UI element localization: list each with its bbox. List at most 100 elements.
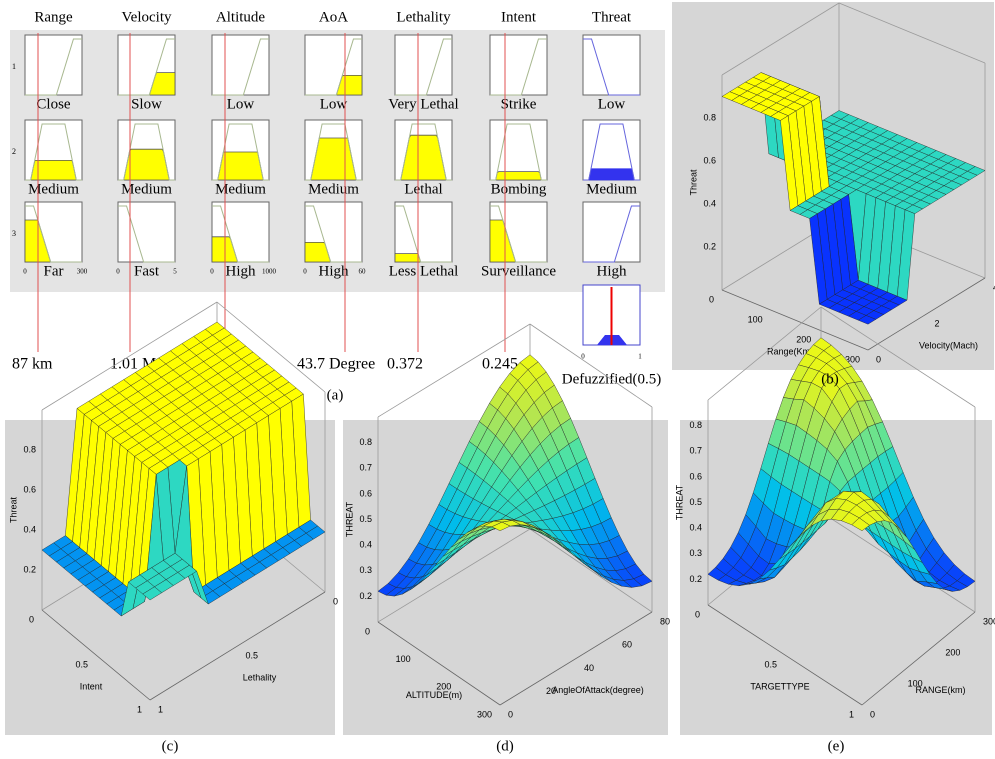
mf-curve xyxy=(583,38,640,96)
u-tick-label: 1 xyxy=(137,704,142,714)
mf-curve xyxy=(212,123,269,181)
u-tick-label: 200 xyxy=(796,334,811,344)
box-edge xyxy=(838,2,986,64)
surfaces: 0.20.40.60.8Threat0100200300Range(Km)024… xyxy=(8,2,995,719)
term-label: High xyxy=(226,263,257,279)
panel-a: 1 2 3 Range Close Medium Far 0 300 87 km Velocity S… xyxy=(12,9,661,387)
mf-box xyxy=(394,34,453,96)
term-label: High xyxy=(319,263,350,279)
v-tick-label: 0.5 xyxy=(246,650,259,660)
column-header: Range xyxy=(34,9,73,25)
z-tick-label: 0.5 xyxy=(689,497,702,507)
column-header: Lethality xyxy=(396,9,451,25)
term-label: Medium xyxy=(215,181,266,197)
surface-patch xyxy=(857,315,877,325)
z-tick-label: 0.2 xyxy=(689,574,702,584)
box-edge xyxy=(529,323,653,408)
box-edge xyxy=(820,306,976,408)
surface-patch xyxy=(142,586,163,601)
mf-curve xyxy=(305,123,362,181)
column-header: Altitude xyxy=(216,9,266,25)
range-min: 0 xyxy=(210,268,214,276)
z-tick-label: 0.8 xyxy=(23,444,36,454)
mf-box xyxy=(489,119,548,181)
z-tick-label: 0.4 xyxy=(689,523,702,533)
term-label: Strike xyxy=(501,96,537,112)
mf-curve xyxy=(118,123,175,181)
row-number: 3 xyxy=(12,229,16,238)
u-tick-label: 300 xyxy=(477,709,492,719)
mf-box xyxy=(211,34,270,96)
u-tick-label: 1 xyxy=(849,709,854,719)
z-tick-label: 0.6 xyxy=(703,155,716,165)
v-tick-label: 100 xyxy=(908,678,923,688)
v-tick-label: 20 xyxy=(546,686,556,696)
range-min: 0 xyxy=(303,268,307,276)
v-tick-label: 0 xyxy=(333,596,338,606)
z-tick-label: 0.8 xyxy=(703,112,716,122)
surface-patch xyxy=(851,517,870,531)
range-min: 0 xyxy=(23,268,27,276)
range-min: 0 xyxy=(116,268,120,276)
term-label: Fast xyxy=(134,263,160,279)
mf-curve xyxy=(490,205,547,263)
u-tick-label: 0 xyxy=(695,609,700,619)
z-tick-label: 0.6 xyxy=(689,471,702,481)
mf-box xyxy=(394,201,453,263)
input-value: 0.245 xyxy=(482,356,518,373)
term-label: Very Lethal xyxy=(388,96,458,112)
v-tick-label: 40 xyxy=(584,663,594,673)
z-tick-label: 0.6 xyxy=(23,484,36,494)
term-label: Lethal xyxy=(404,181,442,197)
z-tick-label: 0.4 xyxy=(703,198,716,208)
mf-curve xyxy=(395,123,452,181)
mf-curve xyxy=(583,205,640,263)
z-axis-label: Threat xyxy=(688,169,698,196)
range-max: 5 xyxy=(173,268,177,276)
term-label: Medium xyxy=(308,181,359,197)
z-tick-label: 0.7 xyxy=(689,446,702,456)
u-tick-label: 0.5 xyxy=(75,659,88,669)
mf-curve xyxy=(118,38,175,96)
mf-curve xyxy=(118,205,175,263)
input-value: 87 km xyxy=(12,356,53,373)
range-max: 1 xyxy=(638,353,642,361)
term-label: Close xyxy=(36,96,71,112)
z-tick-label: 0.2 xyxy=(703,241,716,251)
box-edge xyxy=(499,611,653,706)
z-tick-label: 0.3 xyxy=(689,548,702,558)
mf-curve xyxy=(395,38,452,96)
term-label: Less Lethal xyxy=(389,263,459,279)
box-edge xyxy=(377,323,531,418)
mf-fill xyxy=(490,171,547,181)
mf-curve xyxy=(212,38,269,96)
v-axis-label: AngleOfAttack(degree) xyxy=(552,685,644,695)
u-tick-label: 100 xyxy=(748,314,763,324)
box-edge xyxy=(149,591,326,701)
column-header: Intent xyxy=(501,9,537,25)
row-number: 2 xyxy=(12,147,16,156)
v-axis-label: Lethality xyxy=(243,672,277,682)
mf-box xyxy=(582,201,641,263)
v-axis-label: Velocity(Mach) xyxy=(919,340,978,350)
mf-box xyxy=(117,201,176,263)
term-label: Surveillance xyxy=(481,263,556,279)
u-axis-label: Intent xyxy=(80,681,103,691)
term-label: Bombing xyxy=(491,181,547,197)
z-tick-label: 0.6 xyxy=(359,488,372,498)
z-axis-label: THREAT xyxy=(344,501,354,537)
mf-curve xyxy=(490,123,547,181)
column-header: AoA xyxy=(319,9,348,25)
box-edge xyxy=(721,2,840,76)
column-header: Velocity xyxy=(122,9,172,25)
box-edge xyxy=(377,621,501,706)
v-tick-label: 4 xyxy=(993,282,995,292)
box-edge xyxy=(377,528,531,623)
v-tick-label: 200 xyxy=(945,647,960,657)
u-tick-label: 0 xyxy=(29,614,34,624)
u-tick-label: 300 xyxy=(845,354,860,364)
z-tick-label: 0.2 xyxy=(23,564,36,574)
z-tick-label: 0.7 xyxy=(359,463,372,473)
z-tick-label: 0.4 xyxy=(23,524,36,534)
z-tick-label: 0.3 xyxy=(359,565,372,575)
